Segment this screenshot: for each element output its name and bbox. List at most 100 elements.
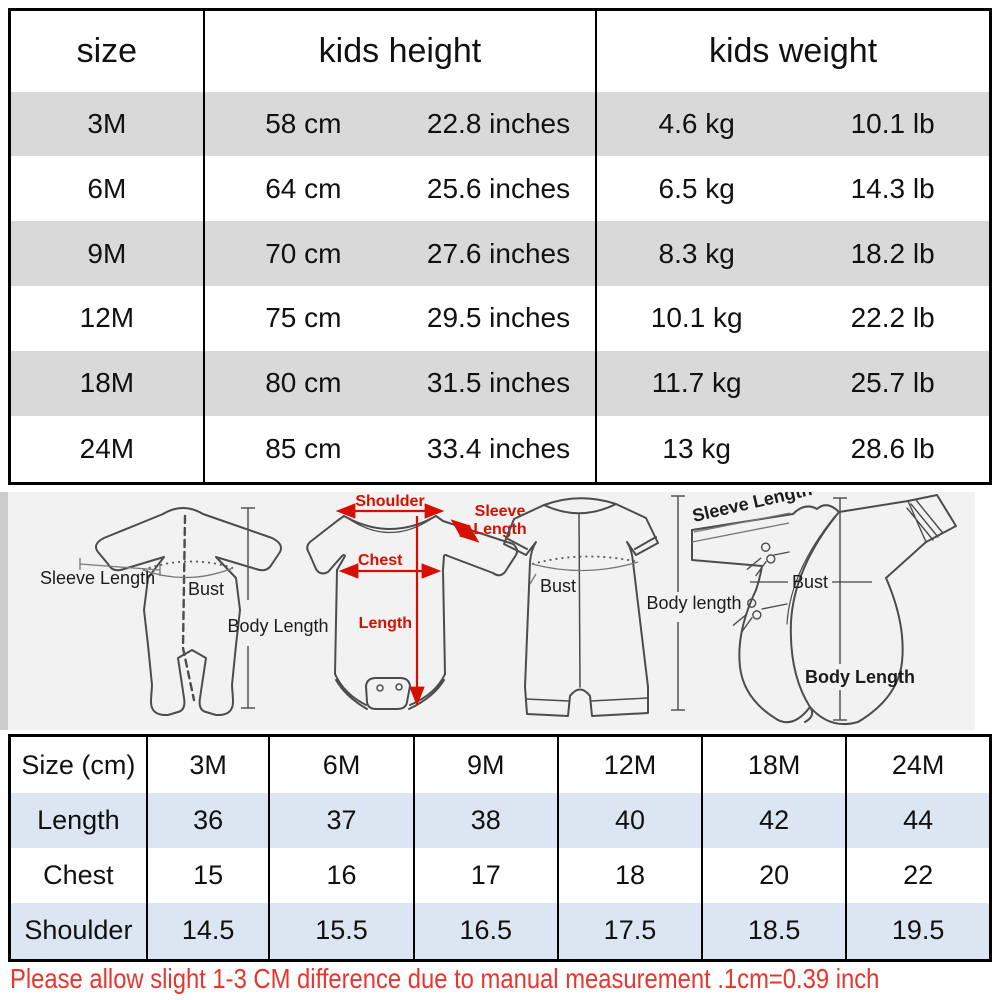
body-length-line: [671, 495, 685, 711]
table-cell: 8.3 kg: [596, 221, 797, 286]
table-cell: 13 kg: [662, 432, 731, 464]
kimono-bust-label: Bust: [792, 572, 828, 592]
sleeve-arrow: [450, 519, 480, 543]
header-row: Size (cm) 3M 6M 9M 12M 18M 24M: [9, 735, 991, 794]
bodysuit-length-label: Length: [359, 615, 412, 632]
size-row-18m: 18M 80 cm 31.5 inches 11.7 kg 25.7 lb: [9, 350, 991, 416]
snap-button: [395, 683, 403, 691]
row-label: Shoulder: [9, 902, 148, 961]
kids-size-table: size kids height kids weight 3M 58 cm 22…: [8, 8, 992, 485]
table-cell: 6M: [9, 156, 205, 222]
table-cell: 22.2 lb: [850, 302, 935, 334]
table-cell: 40: [557, 793, 704, 848]
table-cell: 64 cm: [265, 172, 342, 204]
table-cell: 10.1 lb: [796, 91, 991, 157]
table-cell: 28.6 lb: [850, 432, 935, 464]
tie-bow: [732, 598, 762, 633]
row-label: Length: [9, 793, 148, 848]
table-cell: 37: [269, 793, 415, 848]
table-cell: 85 cm: [265, 432, 342, 464]
sleeper-outline: [95, 507, 282, 717]
shoulder-row: Shoulder 14.5 15.5 16.5 17.5 18.5 19.5: [9, 902, 991, 961]
bodysuit-sleeve-label-1: Sleeve: [475, 503, 526, 520]
romper-bust-ellipse: [531, 555, 639, 565]
garment-measurements-table: Size (cm) 3M 6M 9M 12M 18M 24M Length 36…: [8, 734, 992, 962]
table-cell: 29.5 inches: [401, 285, 598, 351]
table-cell: 3M: [9, 91, 205, 157]
size-row-24m: 24M 85 cm 33.4 inches 13 kg 28.6 lb: [9, 415, 991, 484]
table-cell: 16: [269, 847, 415, 903]
sleeper-body-length-label: Body Length: [227, 616, 328, 636]
romper-bust-label: Bust: [540, 576, 576, 596]
table-cell: 22.8 inches: [401, 91, 598, 157]
size-row-6m: 6M 64 cm 25.6 inches 6.5 kg 14.3 lb: [9, 156, 991, 222]
table-cell: 22: [903, 859, 934, 890]
col-header-weight: kids weight: [708, 31, 878, 70]
kimono-body-length-label: Body Length: [805, 667, 915, 687]
chest-row: Chest 15 16 17 18 20 22: [9, 847, 991, 903]
table-cell: 75 cm: [265, 302, 342, 334]
table-cell: 70 cm: [203, 221, 402, 286]
col-header: 18M: [702, 735, 848, 794]
col-header: 6M: [269, 735, 415, 794]
table-cell: 18M: [9, 350, 205, 416]
tie-bow: [746, 542, 776, 577]
sleeve-measure-line: [79, 558, 161, 576]
table-cell: 27.6 inches: [401, 221, 598, 286]
sleeper-diagram: Sleeve Length Bust Body Length: [40, 507, 329, 717]
table-cell: 25.6 inches: [401, 156, 598, 222]
col-header: 3M: [146, 735, 271, 794]
col-header-height: kids height: [203, 9, 598, 92]
measurement-diagrams-band: Sleeve Length Bust Body Length: [0, 492, 975, 730]
sleeve-measure-lines: [691, 512, 791, 543]
table-cell: 38: [413, 793, 559, 848]
table-cell: 6.5 kg: [658, 172, 735, 204]
kimono-outline: [691, 494, 957, 726]
table-cell: 25.7 lb: [796, 350, 991, 416]
body-length-line: [833, 497, 847, 721]
table-cell: 9M: [9, 221, 205, 286]
header-row: size kids height kids weight: [9, 9, 991, 92]
kimono-diagram: Sleeve Length Bust Body Length: [690, 492, 957, 726]
bodysuit-shoulder-label: Shoulder: [355, 493, 424, 510]
table-cell: 31.5 inches: [401, 350, 598, 416]
col-header-size: size: [9, 9, 205, 92]
table-cell: 58 cm: [203, 91, 402, 157]
sleeper-placket-line: [181, 514, 196, 702]
table-cell: 10.1 kg: [650, 302, 743, 334]
table-cell: 15: [146, 847, 271, 903]
bodysuit-chest-label: Chest: [358, 552, 403, 569]
snap-button: [376, 684, 384, 692]
table-cell: 18: [557, 847, 704, 903]
band-left-edge: [0, 492, 8, 730]
table-cell: 17: [413, 847, 559, 903]
table-cell: 4.6 kg: [596, 91, 797, 157]
table-cell: 14.3 lb: [850, 172, 935, 204]
col-header: 9M: [413, 735, 559, 794]
bodysuit-diagram: Shoulder Sleeve Length Chest Length: [306, 493, 527, 710]
bodysuit-sleeve-label-2: Length: [473, 521, 526, 538]
size-row-12m: 12M 75 cm 29.5 inches 10.1 kg 22.2 lb: [9, 285, 991, 351]
row-label: Chest: [9, 847, 148, 903]
table-cell: 14.5: [146, 902, 271, 961]
bodysuit-outline: [306, 515, 518, 710]
table-cell: 17.5: [557, 902, 704, 961]
romper-outline: [503, 497, 659, 717]
table-cell: 24M: [9, 415, 205, 484]
sleeper-bust-label: Bust: [188, 579, 224, 599]
col-header: 12M: [557, 735, 704, 794]
table-cell: 11.7 kg: [596, 350, 797, 416]
table-cell: 12M: [9, 285, 205, 351]
table-cell: 19.5: [846, 902, 991, 961]
measurement-disclaimer: Please allow slight 1-3 CM difference du…: [10, 963, 880, 994]
table-cell: 18.2 lb: [796, 221, 991, 286]
table-cell: 16.5: [413, 902, 559, 961]
size-row-3m: 3M 58 cm 22.8 inches 4.6 kg 10.1 lb: [9, 91, 991, 157]
table-cell: 36: [146, 793, 271, 848]
table-cell: 33.4 inches: [401, 415, 598, 484]
sleeper-sleeve-length-label: Sleeve Length: [40, 568, 155, 588]
col-header: 24M: [891, 749, 945, 780]
table-cell: 42: [702, 793, 848, 848]
table-cell: 20: [702, 847, 848, 903]
